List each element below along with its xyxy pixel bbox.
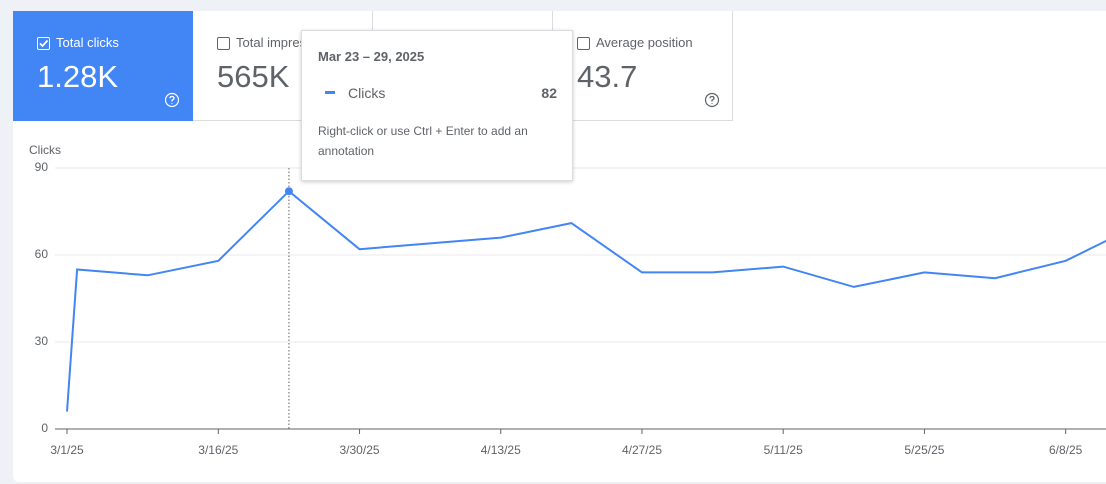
tooltip-date: Mar 23 – 29, 2025 — [318, 49, 425, 64]
metric-card[interactable]: Average position 43.7 — [553, 11, 733, 121]
tooltip: Mar 23 – 29, 2025 Clicks 82 Right-click … — [301, 30, 573, 181]
checkbox[interactable] — [37, 37, 50, 50]
help-circle — [164, 92, 180, 108]
tooltip-value: 82 — [541, 85, 557, 101]
y-tick-label: 60 — [35, 247, 49, 261]
metric-label: Total clicks — [56, 35, 119, 50]
help-icon[interactable] — [704, 92, 720, 108]
metric-card[interactable]: Total clicks 1.28K — [13, 11, 193, 121]
metric-label: Average position — [596, 35, 693, 50]
metric-value: 43.7 — [577, 59, 638, 94]
y-tick-label: 90 — [35, 160, 49, 174]
series-line — [66, 189, 1106, 412]
x-tick-label: 3/16/25 — [198, 443, 238, 457]
check — [39, 39, 49, 48]
x-tick-label: 5/25/25 — [904, 443, 944, 457]
help-icon[interactable] — [164, 92, 180, 108]
check-icon — [39, 39, 49, 48]
tooltip-series: Clicks — [348, 85, 386, 101]
x-tick-label: 3/30/25 — [340, 443, 380, 457]
checkbox[interactable] — [577, 37, 590, 50]
checkbox[interactable] — [217, 37, 230, 50]
highlight-point — [284, 187, 293, 196]
y-tick-label: 30 — [35, 334, 49, 348]
x-tick-label: 4/13/25 — [481, 443, 521, 457]
help-mark — [709, 95, 715, 104]
help-circle — [704, 92, 720, 108]
metric-value: 565K — [217, 59, 290, 94]
x-tick-label: 5/11/25 — [764, 443, 803, 457]
x-tick-label: 4/27/25 — [622, 443, 662, 457]
help-mark — [169, 95, 175, 104]
y-axis-label: Clicks — [29, 143, 61, 157]
metric-value: 1.28K — [37, 59, 119, 94]
tooltip-swatch — [325, 91, 335, 94]
x-tick-label: 6/8/25 — [1049, 443, 1083, 457]
x-tick-label: 3/1/25 — [50, 443, 84, 457]
tooltip-hint: Right-click or use Ctrl + Enter to add a… — [318, 124, 528, 158]
y-tick-label: 0 — [41, 421, 48, 435]
